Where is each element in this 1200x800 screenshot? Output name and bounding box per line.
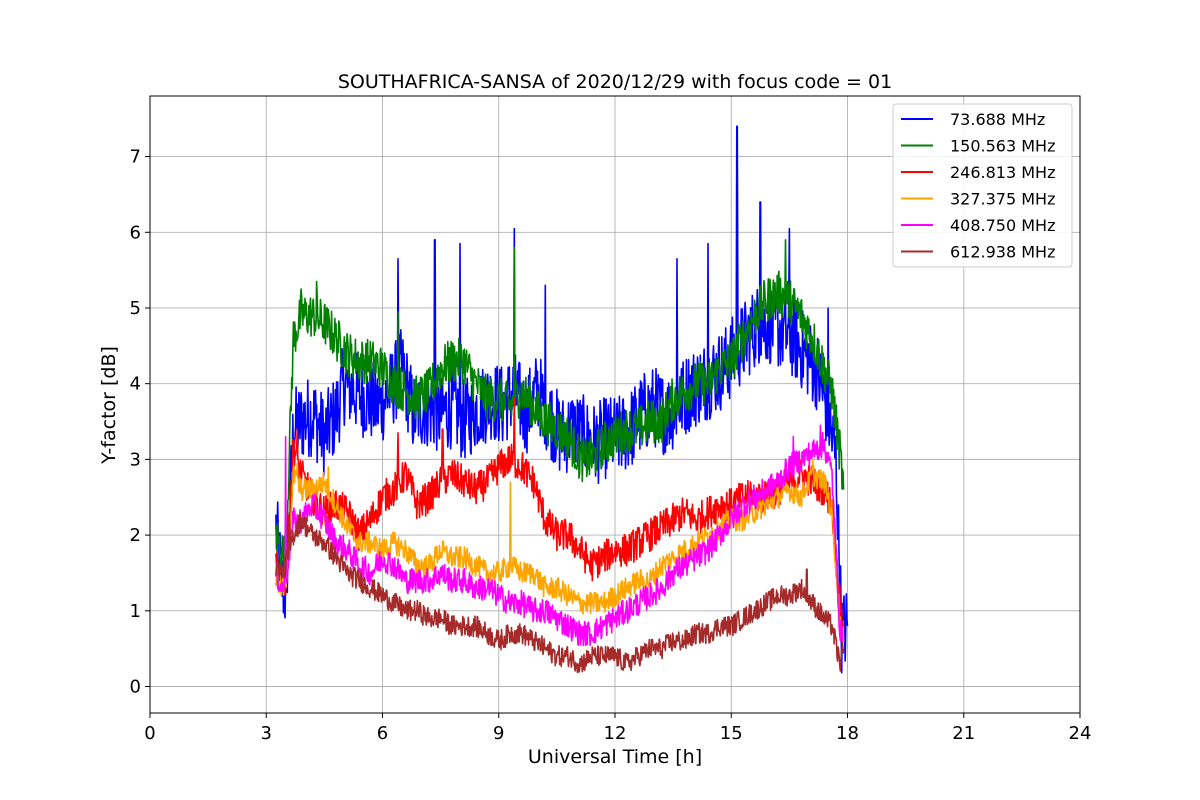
legend-label: 73.688 MHz	[950, 110, 1045, 129]
x-tick-label: 24	[1069, 723, 1092, 744]
x-tick-label: 9	[493, 723, 504, 744]
series-line	[275, 458, 845, 642]
series-line	[275, 239, 845, 577]
y-tick-label: 2	[130, 525, 141, 546]
x-tick-label: 12	[604, 723, 627, 744]
series-line	[275, 125, 849, 674]
x-tick-label: 15	[720, 723, 743, 744]
x-tick-label: 21	[952, 723, 975, 744]
y-axis-label: Y-factor [dB]	[98, 346, 120, 465]
series-layer	[275, 125, 849, 674]
chart-title: SOUTHAFRICA-SANSA of 2020/12/29 with foc…	[338, 71, 892, 93]
x-axis-label: Universal Time [h]	[528, 746, 702, 768]
legend-label: 408.750 MHz	[950, 216, 1055, 235]
legend-label: 327.375 MHz	[950, 190, 1055, 209]
y-tick-label: 5	[130, 298, 141, 319]
y-tick-label: 4	[130, 374, 141, 395]
legend-label: 246.813 MHz	[950, 163, 1055, 182]
x-tick-label: 0	[144, 723, 155, 744]
legend-label: 150.563 MHz	[950, 137, 1055, 156]
y-tick-label: 6	[130, 222, 141, 243]
x-tick-label: 3	[261, 723, 272, 744]
y-tick-label: 3	[130, 449, 141, 470]
series-line	[275, 511, 845, 674]
legend-box	[892, 103, 1073, 268]
y-tick-label: 1	[130, 601, 141, 622]
legend-label: 612.938 MHz	[950, 243, 1055, 262]
y-tick-label: 7	[130, 147, 141, 168]
legend: 73.688 MHz 150.563 MHz 246.813 MHz 327.375 …	[892, 103, 1073, 268]
x-tick-label: 18	[836, 723, 859, 744]
x-tick-label: 6	[377, 723, 388, 744]
y-tick-label: 0	[130, 677, 141, 698]
series-line	[275, 424, 845, 654]
